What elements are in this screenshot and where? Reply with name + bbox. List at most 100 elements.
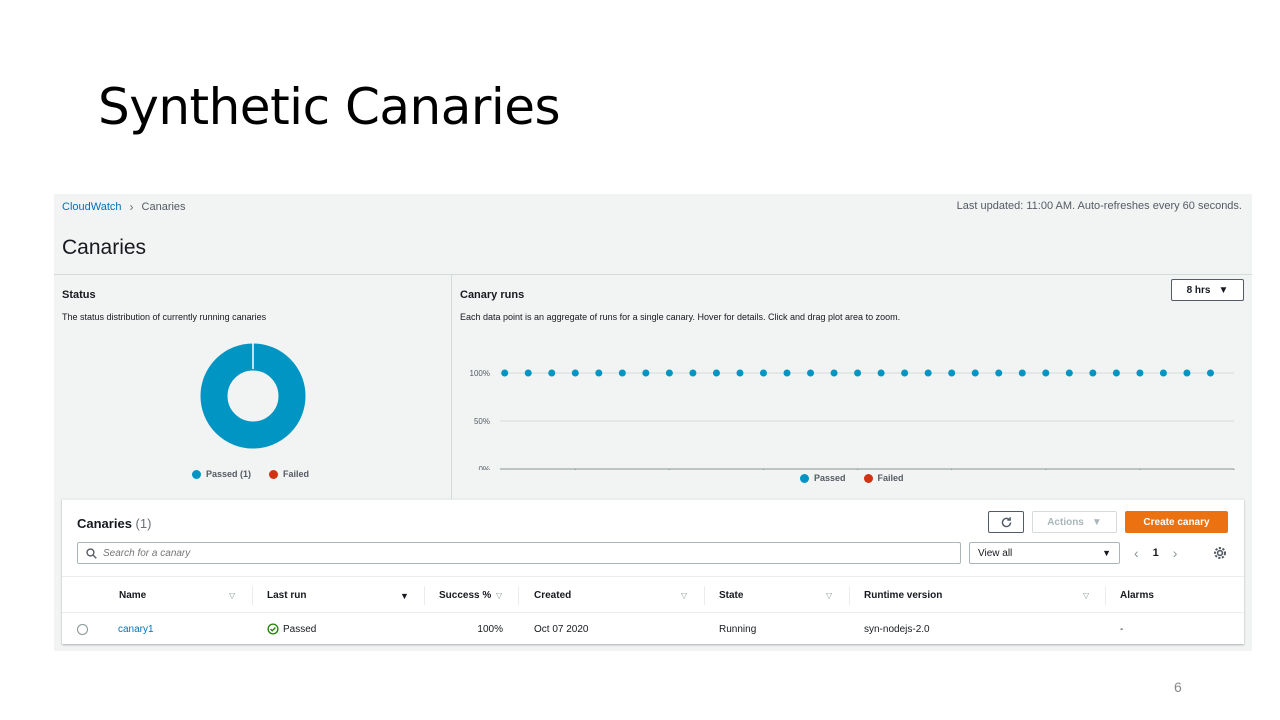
- table-header: Name ▽ Last run ▼ Success % ▽ Created ▽ …: [62, 576, 1244, 613]
- last-updated-text: Last updated: 11:00 AM. Auto-refreshes e…: [956, 200, 1242, 212]
- column-header-state[interactable]: State: [719, 577, 743, 614]
- data-point-passed[interactable]: [948, 369, 956, 377]
- search-icon: [86, 547, 97, 559]
- page-title: Canaries: [62, 236, 147, 259]
- data-point-passed[interactable]: [1136, 369, 1144, 377]
- data-point-passed[interactable]: [736, 369, 744, 377]
- sort-last-run-active-icon[interactable]: ▼: [400, 590, 409, 601]
- canary-name-link[interactable]: canary1: [118, 623, 154, 635]
- check-circle-icon: [267, 623, 279, 635]
- column-name-label: Name: [119, 590, 147, 601]
- data-point-passed[interactable]: [807, 369, 815, 377]
- data-point-passed[interactable]: [1089, 369, 1097, 377]
- data-point-passed[interactable]: [548, 369, 556, 377]
- state-text: Running: [719, 623, 757, 635]
- next-page-icon[interactable]: ›: [1172, 545, 1178, 561]
- data-point-passed[interactable]: [1159, 369, 1167, 377]
- data-point-passed[interactable]: [1206, 369, 1214, 377]
- runs-legend-failed[interactable]: Failed: [863, 473, 904, 483]
- data-point-passed[interactable]: [971, 369, 979, 377]
- success-percent: 100%: [477, 623, 503, 635]
- data-point-passed[interactable]: [689, 369, 697, 377]
- column-divider: [424, 586, 425, 605]
- table-title: Canaries (1): [77, 516, 151, 531]
- data-point-passed[interactable]: [1065, 369, 1073, 377]
- caret-down-icon: ▼: [1218, 284, 1229, 296]
- runs-legend-failed-dot: [863, 473, 873, 483]
- data-point-passed[interactable]: [618, 369, 626, 377]
- breadcrumb: CloudWatch › Canaries: [62, 200, 186, 214]
- data-point-passed[interactable]: [595, 369, 603, 377]
- refresh-button[interactable]: [988, 511, 1024, 533]
- legend-passed[interactable]: Passed (1): [192, 469, 251, 479]
- search-input[interactable]: [103, 547, 943, 559]
- row-select-radio[interactable]: [77, 613, 88, 645]
- legend-passed-label: Passed (1): [206, 469, 252, 479]
- data-point-passed[interactable]: [901, 369, 909, 377]
- sort-success-icon[interactable]: ▽: [496, 591, 503, 600]
- column-header-name[interactable]: Name: [119, 577, 146, 614]
- previous-page-icon[interactable]: ‹: [1134, 545, 1139, 561]
- column-divider: [704, 586, 705, 605]
- data-point-passed[interactable]: [854, 369, 862, 377]
- column-header-created[interactable]: Created: [534, 577, 571, 614]
- filter-select[interactable]: View all ▼: [969, 542, 1120, 564]
- sort-runtime-icon[interactable]: ▽: [1083, 591, 1090, 600]
- settings-gear-icon[interactable]: [1212, 545, 1228, 561]
- canary-runs-chart[interactable]: 0%50%100%4:00 AM5:00 AM6:00 AM7:00 AM8:0…: [452, 330, 1252, 470]
- breadcrumb-separator-icon: ›: [129, 200, 134, 214]
- column-header-runtime[interactable]: Runtime version: [864, 577, 942, 614]
- data-point-passed[interactable]: [759, 369, 767, 377]
- radio-button[interactable]: [77, 623, 88, 635]
- data-point-passed[interactable]: [924, 369, 932, 377]
- data-point-passed[interactable]: [1183, 369, 1191, 377]
- created-date: Oct 07 2020: [534, 623, 589, 635]
- column-header-alarms[interactable]: Alarms: [1120, 577, 1154, 614]
- actions-button[interactable]: Actions ▼: [1032, 511, 1117, 533]
- data-point-passed[interactable]: [877, 369, 885, 377]
- y-tick-label: 0%: [478, 465, 490, 470]
- runs-legend-failed-label: Failed: [877, 473, 904, 483]
- data-point-passed[interactable]: [995, 369, 1003, 377]
- data-point-passed[interactable]: [1112, 369, 1120, 377]
- data-point-passed[interactable]: [524, 369, 532, 377]
- create-canary-button[interactable]: Create canary: [1125, 511, 1228, 533]
- last-run-text: Passed: [283, 623, 317, 635]
- breadcrumb-cloudwatch-link[interactable]: CloudWatch: [62, 201, 122, 213]
- runs-legend-passed-dot: [800, 473, 809, 483]
- data-point-passed[interactable]: [1042, 369, 1050, 377]
- column-header-last-run[interactable]: Last run: [267, 577, 306, 614]
- column-header-success[interactable]: Success %: [439, 577, 491, 614]
- data-point-passed[interactable]: [501, 369, 509, 377]
- data-point-passed[interactable]: [571, 369, 579, 377]
- runs-legend-passed[interactable]: Passed: [800, 473, 846, 483]
- current-page[interactable]: 1: [1152, 547, 1159, 559]
- sort-created-icon[interactable]: ▽: [681, 591, 688, 600]
- alarms-value: -: [1120, 623, 1124, 635]
- pagination: ‹ 1 ›: [1134, 542, 1177, 564]
- column-alarms-label: Alarms: [1120, 590, 1154, 601]
- sort-name-icon[interactable]: ▽: [229, 591, 236, 600]
- breadcrumb-current: Canaries: [141, 201, 186, 213]
- data-point-passed[interactable]: [665, 369, 673, 377]
- table-row[interactable]: canary1 Passed 100% Oct 07 2020 Running …: [62, 613, 1244, 645]
- search-box[interactable]: [77, 542, 961, 564]
- column-divider: [252, 586, 253, 605]
- data-point-passed[interactable]: [712, 369, 720, 377]
- data-point-passed[interactable]: [642, 369, 650, 377]
- data-point-passed[interactable]: [830, 369, 838, 377]
- column-divider: [518, 586, 519, 605]
- sort-state-icon[interactable]: ▽: [826, 591, 833, 600]
- actions-label: Actions: [1047, 516, 1084, 528]
- y-tick-label: 50%: [474, 417, 490, 426]
- status-legend: Passed (1) Failed: [192, 469, 309, 479]
- column-state-label: State: [719, 590, 744, 601]
- time-range-label: 8 hrs: [1186, 284, 1211, 296]
- slide-title: Synthetic Canaries: [98, 78, 561, 136]
- legend-failed[interactable]: Failed: [269, 469, 309, 479]
- data-point-passed[interactable]: [783, 369, 791, 377]
- legend-passed-dot: [192, 469, 201, 479]
- time-range-dropdown[interactable]: 8 hrs ▼: [1171, 279, 1244, 301]
- data-point-passed[interactable]: [1018, 369, 1026, 377]
- status-donut-chart[interactable]: [200, 343, 306, 449]
